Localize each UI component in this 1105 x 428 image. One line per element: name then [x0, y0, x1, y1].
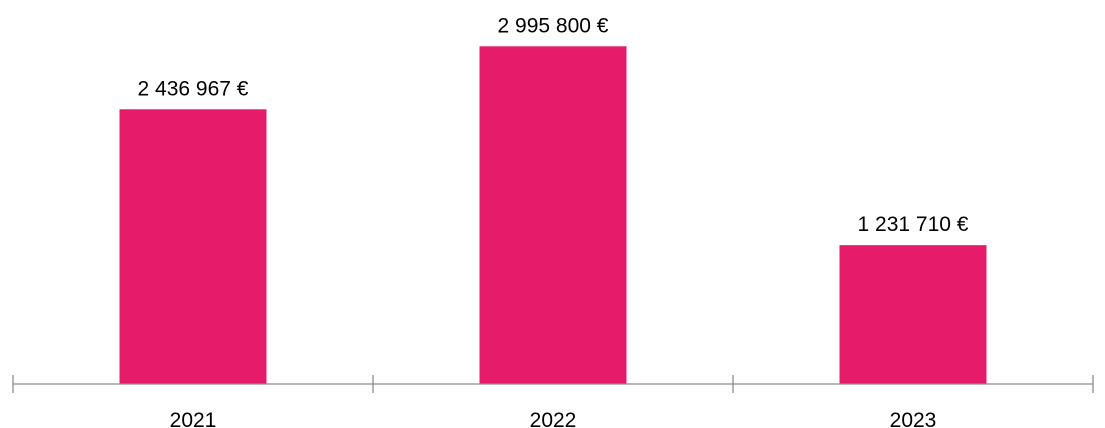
x-tick-label-2021: 2021 [170, 409, 217, 428]
bar-2021 [120, 109, 267, 384]
data-label-2021: 2 436 967 € [138, 77, 249, 100]
bar-2023 [840, 245, 987, 384]
data-label-2023: 1 231 710 € [858, 213, 969, 236]
x-axis-labels-group: 2021 2022 2023 [170, 409, 937, 428]
data-label-2022: 2 995 800 € [498, 14, 609, 37]
x-tick-label-2023: 2023 [890, 409, 937, 428]
x-tick-label-2022: 2022 [530, 409, 577, 428]
bar-2022 [480, 46, 627, 384]
bars-group [120, 46, 987, 384]
